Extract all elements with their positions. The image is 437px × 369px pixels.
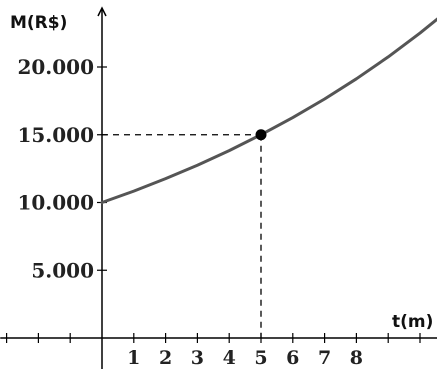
x-axis-title: t(m) (392, 312, 433, 332)
tick-labels: 1 2 3 4 5 6 7 8 5.000 10.000 15.000 20.000 (17, 55, 363, 369)
y-axis-title: M(R$) (10, 13, 67, 33)
x-tick-label: 7 (318, 347, 331, 369)
y-axis-arrow (97, 6, 107, 17)
axes (0, 6, 437, 369)
series-line (100, 17, 437, 204)
x-tick-label: 2 (159, 347, 172, 369)
y-tick-label: 15.000 (17, 123, 94, 147)
x-tick-label: 1 (127, 347, 140, 369)
highlight-point (255, 129, 267, 141)
x-tick-label: 8 (350, 347, 363, 369)
y-tick-label: 10.000 (17, 191, 94, 215)
x-tick-label: 5 (254, 347, 267, 369)
x-tick-label: 3 (191, 347, 204, 369)
x-tick-label: 6 (286, 347, 299, 369)
x-tick-label: 4 (223, 347, 236, 369)
y-tick-label: 5.000 (31, 258, 94, 282)
guide-lines (102, 134, 262, 338)
series-layer (100, 17, 437, 204)
y-tick-label: 20.000 (17, 55, 94, 79)
